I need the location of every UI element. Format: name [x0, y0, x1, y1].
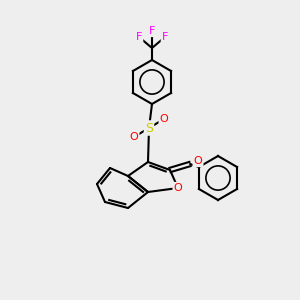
- Text: O: O: [174, 183, 182, 193]
- Text: O: O: [160, 114, 168, 124]
- Text: O: O: [194, 156, 202, 166]
- Text: S: S: [145, 122, 153, 134]
- Text: F: F: [149, 26, 155, 36]
- Text: F: F: [162, 32, 168, 42]
- Text: O: O: [130, 132, 138, 142]
- Text: F: F: [136, 32, 142, 42]
